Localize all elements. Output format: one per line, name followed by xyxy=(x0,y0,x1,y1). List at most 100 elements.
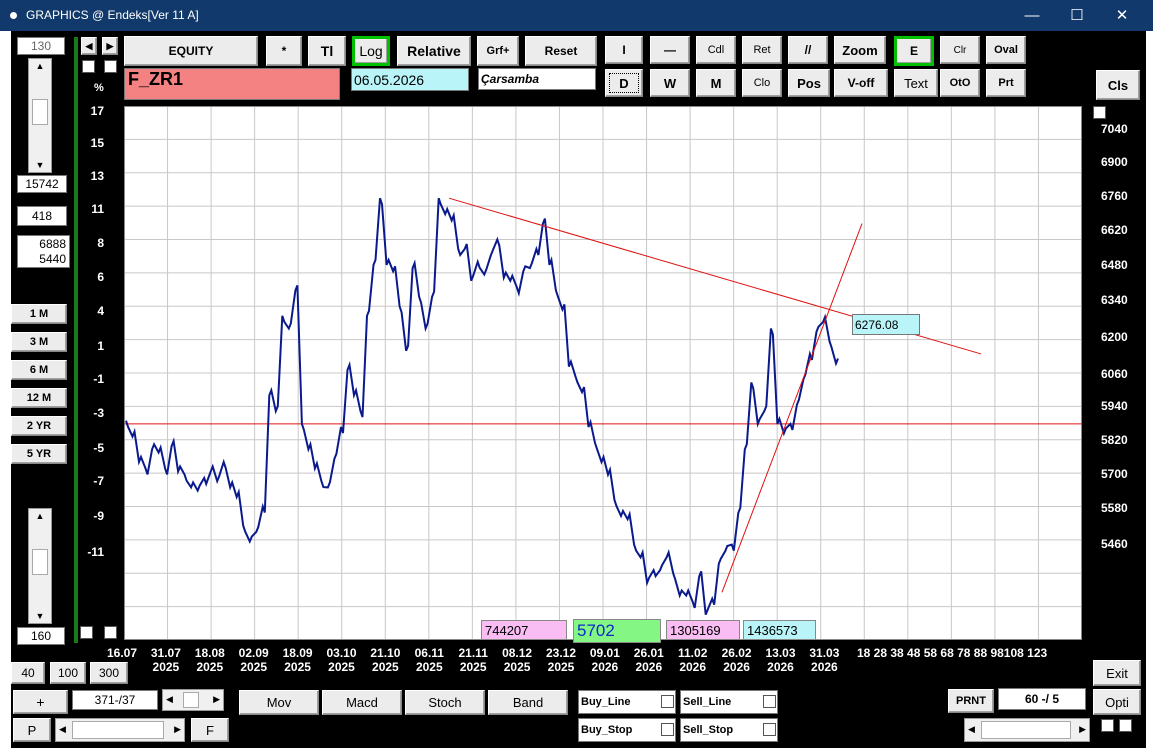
x-tick-year: 2025 xyxy=(372,660,399,674)
y-tick-label: -11 xyxy=(87,545,104,559)
tl-button[interactable]: Tl xyxy=(308,36,346,66)
scroll-thumb[interactable] xyxy=(32,99,48,125)
checkbox-bottom-1[interactable] xyxy=(80,626,93,639)
buy-line-checkbox[interactable] xyxy=(661,695,674,708)
zoom-40-button[interactable]: 40 xyxy=(11,662,45,684)
reset-button[interactable]: Reset xyxy=(525,36,597,66)
scroll-right-icon[interactable]: ▶ xyxy=(174,724,181,734)
price-chart[interactable] xyxy=(124,106,1082,640)
checkbox-left-1[interactable] xyxy=(82,60,95,73)
vertical-line-button[interactable]: I xyxy=(605,36,643,64)
ret-button[interactable]: Ret xyxy=(742,36,782,64)
clo-button[interactable]: Clo xyxy=(742,69,782,97)
scroll-thumb[interactable] xyxy=(32,549,48,575)
scroll-down-icon[interactable]: ▼ xyxy=(35,160,45,170)
scroll-up-icon[interactable]: ▲ xyxy=(35,61,45,71)
checkbox-bottom-right-1[interactable] xyxy=(1101,719,1114,732)
text-button[interactable]: Text xyxy=(894,69,938,97)
buy-line-field[interactable]: Buy_Line xyxy=(578,690,676,714)
period-button-12-m[interactable]: 12 M xyxy=(11,388,67,408)
monthly-button[interactable]: M xyxy=(696,69,736,97)
arrow-left-icon[interactable]: ◀ xyxy=(81,37,97,55)
zoom-100-button[interactable]: 100 xyxy=(50,662,86,684)
zoom-300-button[interactable]: 300 xyxy=(90,662,128,684)
buy-stop-checkbox[interactable] xyxy=(661,723,674,736)
prt-button[interactable]: Prt xyxy=(986,69,1026,97)
daily-button[interactable]: D xyxy=(605,69,643,97)
buy-stop-field[interactable]: Buy_Stop xyxy=(578,718,676,742)
scroll-thumb[interactable] xyxy=(72,721,164,739)
x-tick-label: 31.07 2025 xyxy=(146,646,186,674)
horizontal-scrollbar[interactable]: ◀ ▶ xyxy=(55,718,185,742)
plus-button[interactable]: + xyxy=(13,690,68,714)
scroll-down-icon[interactable]: ▼ xyxy=(35,611,45,621)
parallel-lines-button[interactable]: // xyxy=(788,36,828,64)
scroll-right-icon[interactable]: ▶ xyxy=(213,694,220,704)
scroll-thumb[interactable] xyxy=(981,721,1071,739)
range-field[interactable]: 371-/37 xyxy=(72,690,158,710)
relative-button[interactable]: Relative xyxy=(397,36,471,66)
bottom-right-scrollbar[interactable]: ◀ ▶ xyxy=(964,718,1090,742)
sell-stop-field[interactable]: Sell_Stop xyxy=(680,718,778,742)
close-icon[interactable]: ✕ xyxy=(1115,7,1129,24)
star-button[interactable]: * xyxy=(266,36,302,66)
date-field[interactable]: 06.05.2026 xyxy=(351,68,469,91)
scroll-left-icon[interactable]: ◀ xyxy=(968,724,975,734)
checkbox-bottom-2[interactable] xyxy=(104,626,117,639)
f-button[interactable]: F xyxy=(191,718,229,742)
sell-line-checkbox[interactable] xyxy=(763,695,776,708)
oval-button[interactable]: Oval xyxy=(986,36,1026,64)
period-button-2-yr[interactable]: 2 YR xyxy=(11,416,67,436)
x-tick-date: 31.03 xyxy=(809,646,840,660)
scroll-thumb[interactable] xyxy=(183,692,199,708)
opti-button[interactable]: Opti xyxy=(1093,689,1141,715)
equity-button[interactable]: EQUITY xyxy=(124,36,258,66)
band-button[interactable]: Band xyxy=(488,690,568,715)
symbol-field[interactable]: F_ZR1 xyxy=(124,68,340,100)
period-button-5-yr[interactable]: 5 YR xyxy=(11,444,67,464)
bottom-field[interactable]: 160 xyxy=(17,627,65,645)
checkbox-left-2[interactable] xyxy=(104,60,117,73)
sell-line-label: Sell_Line xyxy=(683,696,732,708)
cls-button[interactable]: Cls xyxy=(1096,70,1140,100)
title-bar: GRAPHICS @ Endeks[Ver 11 A] — ☐ ✕ xyxy=(0,0,1153,31)
period-button-3-m[interactable]: 3 M xyxy=(11,332,67,352)
minimize-icon[interactable]: — xyxy=(1024,7,1040,24)
sell-line-field[interactable]: Sell_Line xyxy=(680,690,778,714)
cdl-button[interactable]: Cdl xyxy=(696,36,736,64)
log-button[interactable]: Log xyxy=(352,36,390,66)
e-button[interactable]: E xyxy=(894,36,934,66)
app-icon xyxy=(10,12,17,19)
oto-button[interactable]: OtO xyxy=(940,69,980,97)
v-off-button[interactable]: V-off xyxy=(834,69,888,97)
prnt-button[interactable]: PRNT xyxy=(948,689,994,713)
scroll-left-icon[interactable]: ◀ xyxy=(166,694,173,704)
period-button-6-m[interactable]: 6 M xyxy=(11,360,67,380)
checkbox-bottom-right-2[interactable] xyxy=(1119,719,1132,732)
top-field[interactable]: 130 xyxy=(17,37,65,55)
zoom-button[interactable]: Zoom xyxy=(834,36,886,64)
arrow-right-icon[interactable]: ▶ xyxy=(102,37,118,55)
scroll-up-icon[interactable]: ▲ xyxy=(35,511,45,521)
scroll-right-icon[interactable]: ▶ xyxy=(1079,724,1086,734)
range-scrollbar[interactable]: ◀ ▶ xyxy=(162,689,224,711)
ratio-field[interactable]: 60 -/ 5 xyxy=(998,688,1086,710)
desktop-edge-left xyxy=(0,31,11,755)
period-button-1-m[interactable]: 1 M xyxy=(11,304,67,324)
mov-button[interactable]: Mov xyxy=(239,690,319,715)
maximize-icon[interactable]: ☐ xyxy=(1070,7,1084,24)
weekly-button[interactable]: W xyxy=(650,69,690,97)
pos-button[interactable]: Pos xyxy=(788,69,830,97)
exit-button[interactable]: Exit xyxy=(1093,660,1141,686)
horizontal-line-button[interactable]: — xyxy=(650,36,690,64)
stoch-button[interactable]: Stoch xyxy=(405,690,485,715)
clr-button[interactable]: Clr xyxy=(940,36,980,64)
grf-plus-button[interactable]: Grf+ xyxy=(477,36,519,66)
p-button[interactable]: P xyxy=(13,718,51,742)
macd-button[interactable]: Macd xyxy=(322,690,402,715)
checkbox-right-top[interactable] xyxy=(1093,106,1106,119)
scroll-left-icon[interactable]: ◀ xyxy=(59,724,66,734)
upper-vertical-scrollbar[interactable]: ▲ ▼ xyxy=(28,58,52,173)
sell-stop-checkbox[interactable] xyxy=(763,723,776,736)
lower-vertical-scrollbar[interactable]: ▲ ▼ xyxy=(28,508,52,624)
